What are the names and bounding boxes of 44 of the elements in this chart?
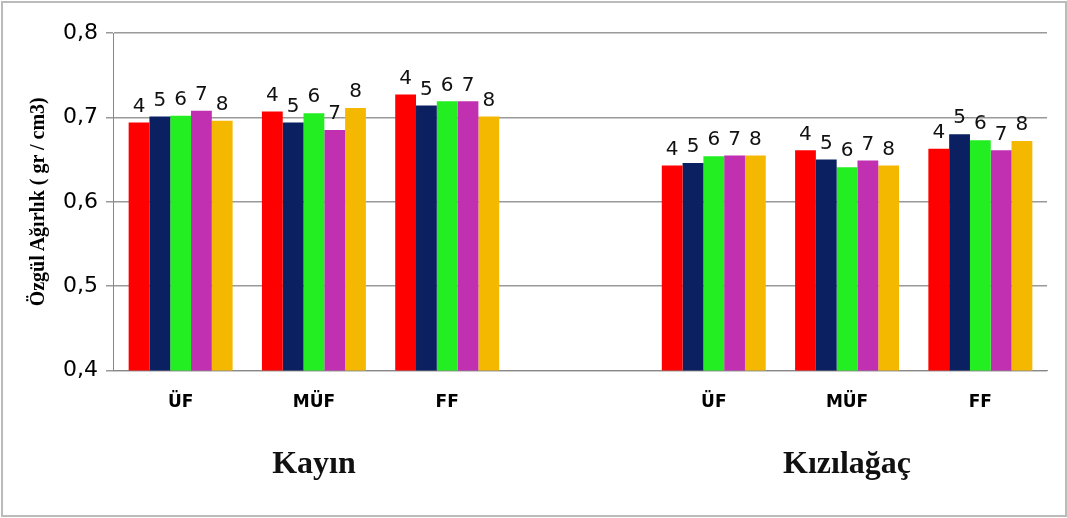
x-tick-label: ÜF	[701, 390, 727, 412]
series-label: 5	[286, 92, 300, 117]
text: 5	[153, 86, 167, 111]
y-tick-label: 0,8	[62, 18, 98, 44]
x-tick-label: FF	[968, 391, 992, 412]
text: 7	[994, 120, 1008, 145]
y-tick-label: 0,6	[62, 187, 98, 213]
x-tick-label: MÜF	[825, 390, 869, 412]
text: Kızılağaç	[783, 444, 912, 481]
y-axis-title: Özgül Ağırlık ( gr / cm3)	[26, 97, 50, 307]
text: 8	[749, 125, 762, 150]
x-tick-label: ÜF	[167, 390, 194, 412]
text: 7	[328, 100, 342, 125]
series-label: 6	[174, 85, 187, 110]
text: 4	[399, 64, 412, 89]
text: 8	[882, 135, 896, 160]
text: 4	[932, 118, 946, 143]
text: 4	[665, 135, 679, 160]
text: 4	[265, 81, 279, 106]
text: 5	[686, 133, 700, 158]
text: 8	[482, 86, 496, 111]
text: 8	[215, 90, 229, 115]
text: 6	[840, 137, 854, 162]
x-tick-label: MÜF	[292, 390, 336, 412]
text: 5	[953, 104, 966, 129]
text: 6	[973, 110, 987, 135]
text: 8	[349, 78, 362, 103]
series-label: 4	[132, 92, 146, 117]
series-label: 8	[1015, 111, 1029, 136]
y-tick-label: 0,5	[62, 271, 98, 297]
y-tick-label: 0,7	[62, 103, 98, 129]
text: Kayın	[272, 444, 356, 481]
y-tick-label: 0,4	[62, 356, 98, 382]
text: 5	[819, 129, 833, 154]
x-tick-label: FF	[435, 391, 459, 412]
text: 6	[707, 126, 721, 151]
text: 5	[420, 75, 433, 100]
text: 4	[799, 120, 812, 145]
text: 7	[461, 71, 475, 96]
text: 6	[307, 83, 321, 108]
text: 6	[440, 71, 454, 96]
series-label: 7	[861, 130, 875, 155]
text: 7	[195, 80, 208, 105]
text: 7	[728, 125, 741, 150]
